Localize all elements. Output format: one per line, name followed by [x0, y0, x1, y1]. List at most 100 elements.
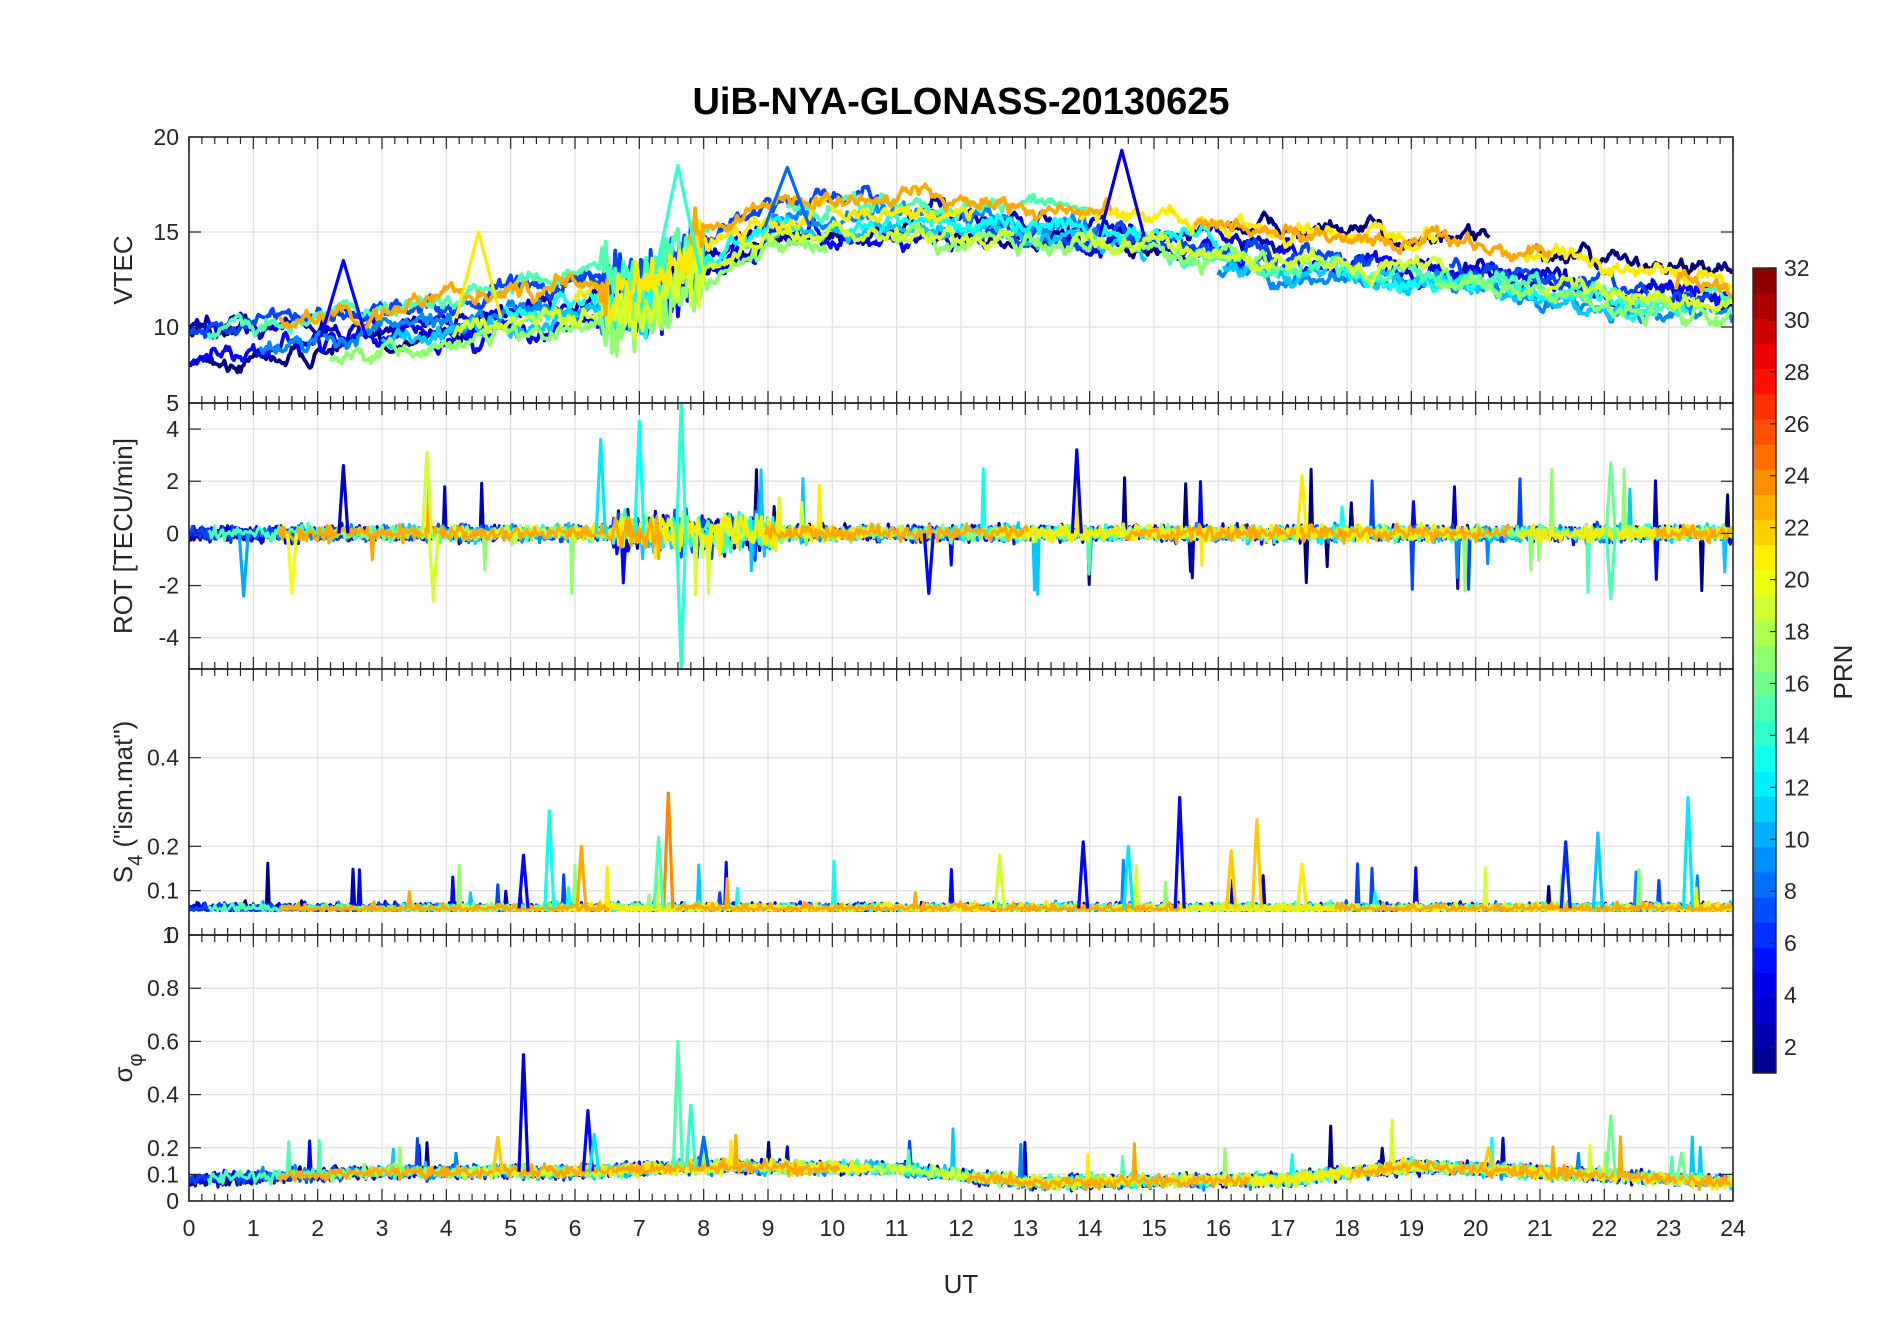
series-prn-23-vtec [686, 182, 1114, 249]
x-axis-label: UT [944, 1269, 979, 1299]
colorbar-swatch [1753, 645, 1776, 672]
x-tick-label: 8 [697, 1215, 710, 1241]
series-prn-23-s4 [675, 877, 1181, 913]
x-tick-label: 1 [247, 1215, 260, 1241]
series-prn-19-vtec [1543, 275, 1733, 315]
series-prn-5-vtec [1649, 277, 1733, 307]
peak-sigma-prn-4 [517, 1053, 530, 1172]
peak-s4-prn-21 [1295, 862, 1309, 909]
series-prn-13-vtec [1340, 264, 1690, 323]
y-tick-label: 0.6 [147, 1028, 179, 1054]
series-prn-23-vtec [1193, 217, 1552, 263]
colorbar-swatch [1753, 821, 1776, 848]
colorbar-swatch [1753, 268, 1776, 294]
colorbar-swatch [1753, 670, 1776, 697]
y-tick-label: 0 [166, 922, 179, 948]
colorbar-swatch [1753, 947, 1776, 973]
colorbar-swatch [1753, 896, 1776, 923]
peak-vtec-prn-4 [1097, 148, 1146, 238]
colorbar-swatch [1753, 871, 1776, 898]
colorbar-tick-label: 30 [1784, 307, 1810, 333]
series-prn-21-vtec [573, 194, 976, 324]
x-tick-label: 10 [820, 1215, 846, 1241]
colorbar-label: PRN [1828, 645, 1858, 700]
y-tick-label: 0.8 [147, 975, 179, 1001]
series-prn-23-rot [277, 485, 664, 562]
y-tick-label: 0.1 [147, 878, 179, 904]
colorbar-tick-label: 14 [1784, 722, 1810, 748]
x-tick-label: 7 [633, 1215, 646, 1241]
series-prn-21-sigma [1006, 1152, 1437, 1191]
colorbar-tick-label: 26 [1784, 411, 1810, 437]
y-tick-label: 2 [166, 468, 179, 494]
peak-s4-prn-5 [517, 853, 530, 909]
colorbar-tick-label: 28 [1784, 359, 1810, 385]
x-tick-label: 2 [311, 1215, 324, 1241]
colorbar-tick-label: 20 [1784, 567, 1810, 593]
colorbar-swatch [1753, 1022, 1776, 1049]
peak-rot-prn-3 [337, 464, 350, 534]
colorbar-swatch [1753, 569, 1776, 596]
series-prn-5-s4 [432, 860, 979, 913]
data-layer [189, 148, 1733, 1193]
peak-s4-prn-6 [1559, 840, 1572, 909]
x-tick-label: 15 [1141, 1215, 1167, 1241]
peak-s4-prn-12 [1681, 796, 1695, 909]
peak-sigma-prn-22 [1482, 1146, 1495, 1170]
peak-sigma-prn-16 [1604, 1114, 1617, 1176]
y-tick-label: 0.4 [147, 1082, 179, 1108]
peak-s4-prn-5 [1173, 796, 1186, 909]
colorbar-swatch [1753, 771, 1776, 797]
peak-s4-prn-24 [662, 791, 675, 909]
chart-title: UiB-NYA-GLONASS-20130625 [692, 81, 1229, 123]
colorbar-swatch [1753, 368, 1776, 395]
series-prn-23-sigma [965, 1142, 1251, 1192]
colorbar-swatch [1753, 393, 1776, 420]
series-prn-1-vtec [1533, 241, 1733, 277]
peak-sigma-prn-15 [671, 1039, 684, 1168]
series-prn-17-vtec [892, 221, 1280, 276]
peak-rot-prn-19 [427, 533, 440, 603]
peak-s4-prn-22 [1250, 818, 1263, 909]
series-prn-23-s4 [278, 890, 611, 913]
peak-rot-prn-10 [237, 533, 250, 598]
colorbar-tick-label: 24 [1784, 463, 1810, 489]
series-prn-23-vtec [1674, 268, 1733, 298]
peak-s4-prn-15 [652, 835, 665, 909]
peak-rot-prn-12 [594, 437, 607, 534]
y-tick-label: 0.2 [147, 1135, 179, 1161]
y-tick-label: 1 [162, 922, 175, 948]
colorbar-swatch [1753, 444, 1776, 470]
colorbar-swatch [1753, 745, 1776, 772]
peak-s4-prn-13 [543, 809, 556, 909]
peak-rot-prn-14 [675, 533, 688, 669]
y-tick-label: 15 [153, 219, 179, 245]
colorbar-swatch [1753, 720, 1776, 747]
colorbar-tick-label: 32 [1784, 255, 1810, 281]
panel-rot-data [189, 403, 1733, 669]
series-prn-23-sigma [1348, 1135, 1732, 1192]
x-tick-label: 0 [183, 1215, 196, 1241]
colorbar-swatch [1753, 293, 1776, 319]
series-prn-23-vtec [278, 271, 610, 330]
series-prn-13-vtec [503, 215, 801, 340]
series-prn-17-vtec [1433, 273, 1733, 328]
peak-s4-prn-5 [1077, 840, 1090, 909]
x-tick-label: 3 [376, 1215, 389, 1241]
colorbar-swatch [1753, 846, 1776, 873]
x-tick-label: 5 [504, 1215, 517, 1241]
series-prn-9-vtec [258, 291, 606, 355]
peak-s4-prn-22 [1225, 849, 1238, 909]
grid-layer [188, 137, 1734, 1201]
series-prn-23-sigma [277, 1133, 841, 1183]
peak-vtec-prn-14 [653, 163, 703, 275]
x-tick-label: 21 [1527, 1215, 1553, 1241]
peak-sigma-prn-22 [491, 1135, 504, 1172]
colorbar-tick-label: 16 [1784, 670, 1810, 696]
peak-s4-prn-19 [993, 853, 1006, 909]
panel-vtec-data [189, 148, 1733, 375]
colorbar-swatch [1753, 997, 1776, 1024]
peak-rot-prn-16 [1604, 461, 1617, 534]
